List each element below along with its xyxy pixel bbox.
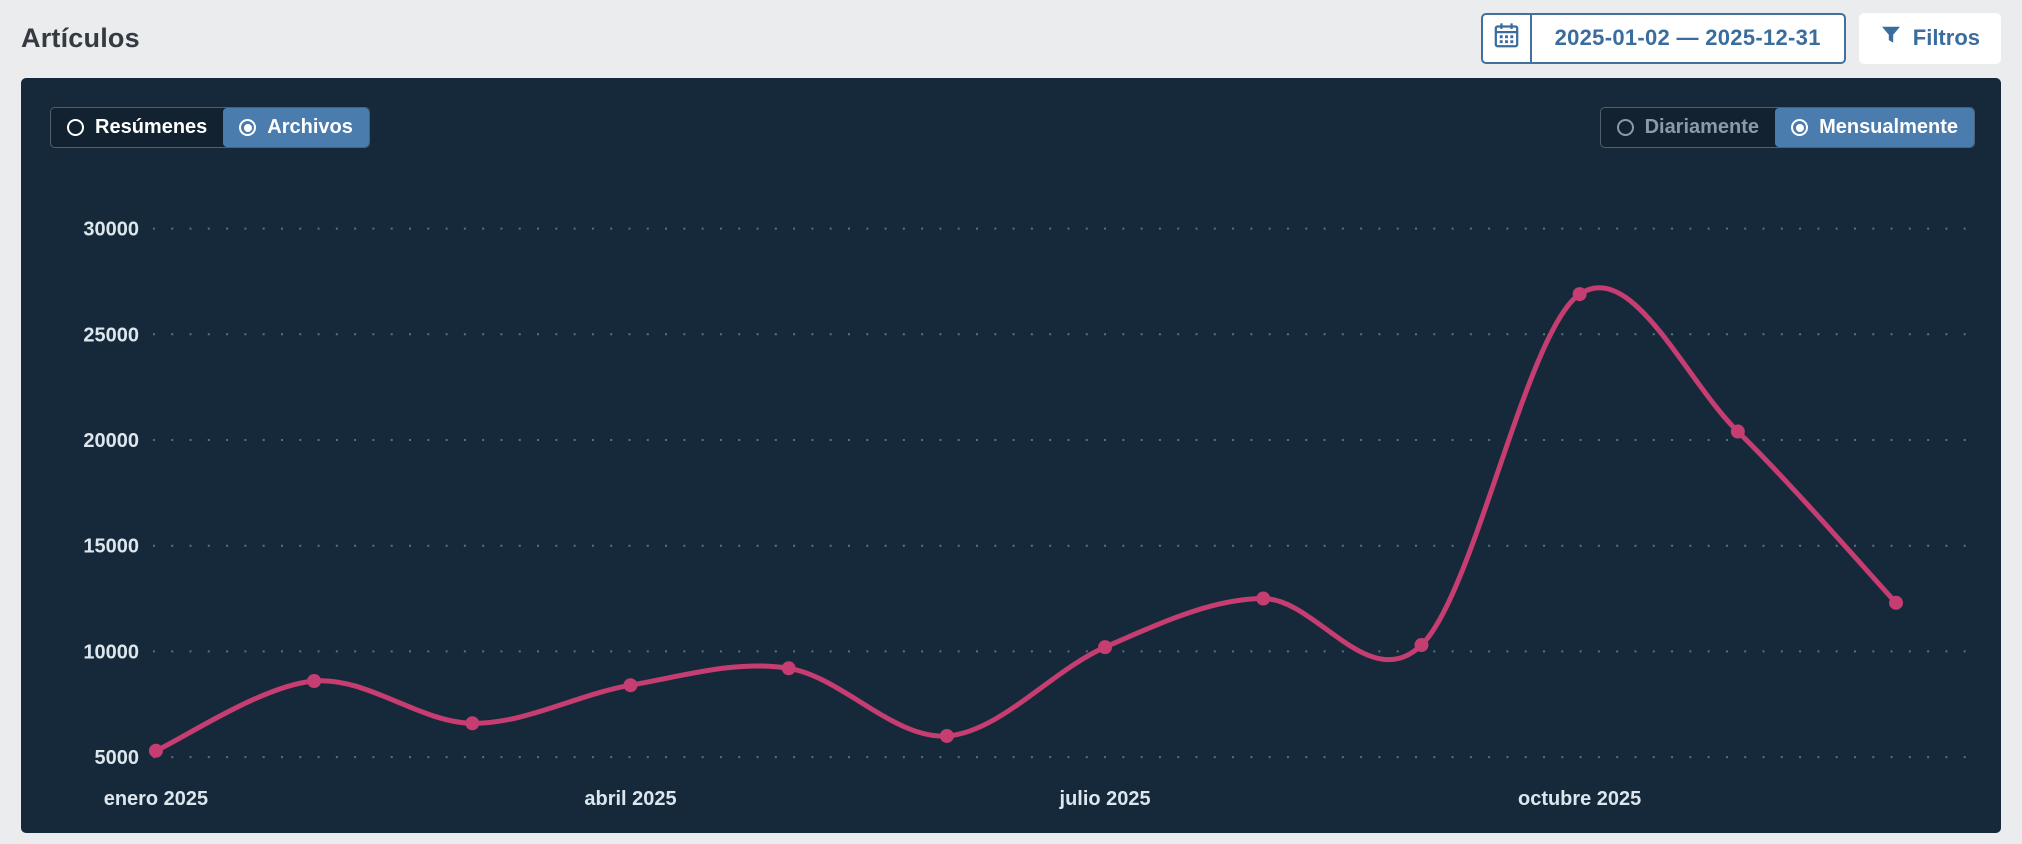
y-tick-label: 15000 (83, 536, 139, 558)
chart-panel: 5000 10000 15000 20000 25000 30000 enero 2025 a… (21, 78, 2001, 833)
toggle-diariamente-label: Diariamente (1644, 116, 1760, 138)
x-tick-label: abril 2025 (584, 788, 676, 810)
data-point[interactable] (1098, 640, 1113, 655)
radio-unchecked-icon (67, 119, 84, 136)
y-tick-label: 20000 (83, 430, 139, 452)
toggle-archivos-label: Archivos (267, 116, 353, 138)
toggle-resumenes[interactable]: Resúmenes (51, 108, 223, 147)
y-tick-label: 25000 (83, 324, 139, 346)
page-header: Artículos (0, 0, 2022, 78)
series-toggle-group: Resúmenes Archivos (50, 107, 370, 148)
filters-button-label: Filtros (1912, 25, 1980, 50)
data-point[interactable] (781, 661, 796, 676)
articles-line-chart[interactable]: 5000 10000 15000 20000 25000 30000 enero 2025 a… (21, 78, 2001, 833)
x-tick-label: octubre 2025 (1518, 788, 1641, 810)
toggle-diariamente[interactable]: Diariamente (1601, 108, 1775, 147)
data-point[interactable] (1730, 424, 1745, 439)
data-point[interactable] (465, 716, 480, 731)
y-tick-label: 30000 (83, 219, 139, 241)
data-point[interactable] (939, 728, 954, 743)
filters-button[interactable]: Filtros (1858, 12, 2001, 64)
filter-icon (1880, 24, 1902, 52)
data-point[interactable] (1256, 591, 1271, 606)
data-point[interactable] (1889, 595, 1904, 610)
x-tick-label: enero 2025 (104, 788, 208, 810)
radio-checked-icon (239, 119, 257, 136)
page-title: Artículos (21, 22, 140, 53)
y-tick-label: 10000 (83, 641, 139, 663)
interval-toggle-group: Diariamente Mensualmente (1599, 107, 1975, 148)
series-line-archivos (153, 285, 1899, 754)
x-tick-label: julio 2025 (1059, 788, 1151, 810)
data-point[interactable] (307, 673, 322, 688)
toggle-mensualmente[interactable]: Mensualmente (1775, 108, 1974, 147)
radio-checked-icon (1791, 119, 1809, 136)
data-point[interactable] (623, 678, 638, 693)
date-range-value[interactable]: 2025-01-02 — 2025-12-31 (1554, 25, 1821, 50)
date-range-picker[interactable]: 2025-01-02 — 2025-12-31 (1480, 12, 1846, 64)
calendar-button[interactable] (1483, 14, 1532, 62)
y-tick-label: 5000 (94, 747, 138, 769)
data-point[interactable] (148, 743, 163, 758)
toggle-resumenes-label: Resúmenes (95, 116, 208, 138)
toggle-archivos[interactable]: Archivos (223, 108, 369, 147)
data-point[interactable] (1572, 287, 1587, 302)
calendar-icon (1493, 22, 1520, 54)
header-controls: 2025-01-02 — 2025-12-31 Filtros (1480, 12, 2001, 64)
toggle-mensualmente-label: Mensualmente (1819, 116, 1958, 138)
radio-unchecked-icon (1616, 119, 1634, 136)
data-point[interactable] (1414, 638, 1429, 653)
